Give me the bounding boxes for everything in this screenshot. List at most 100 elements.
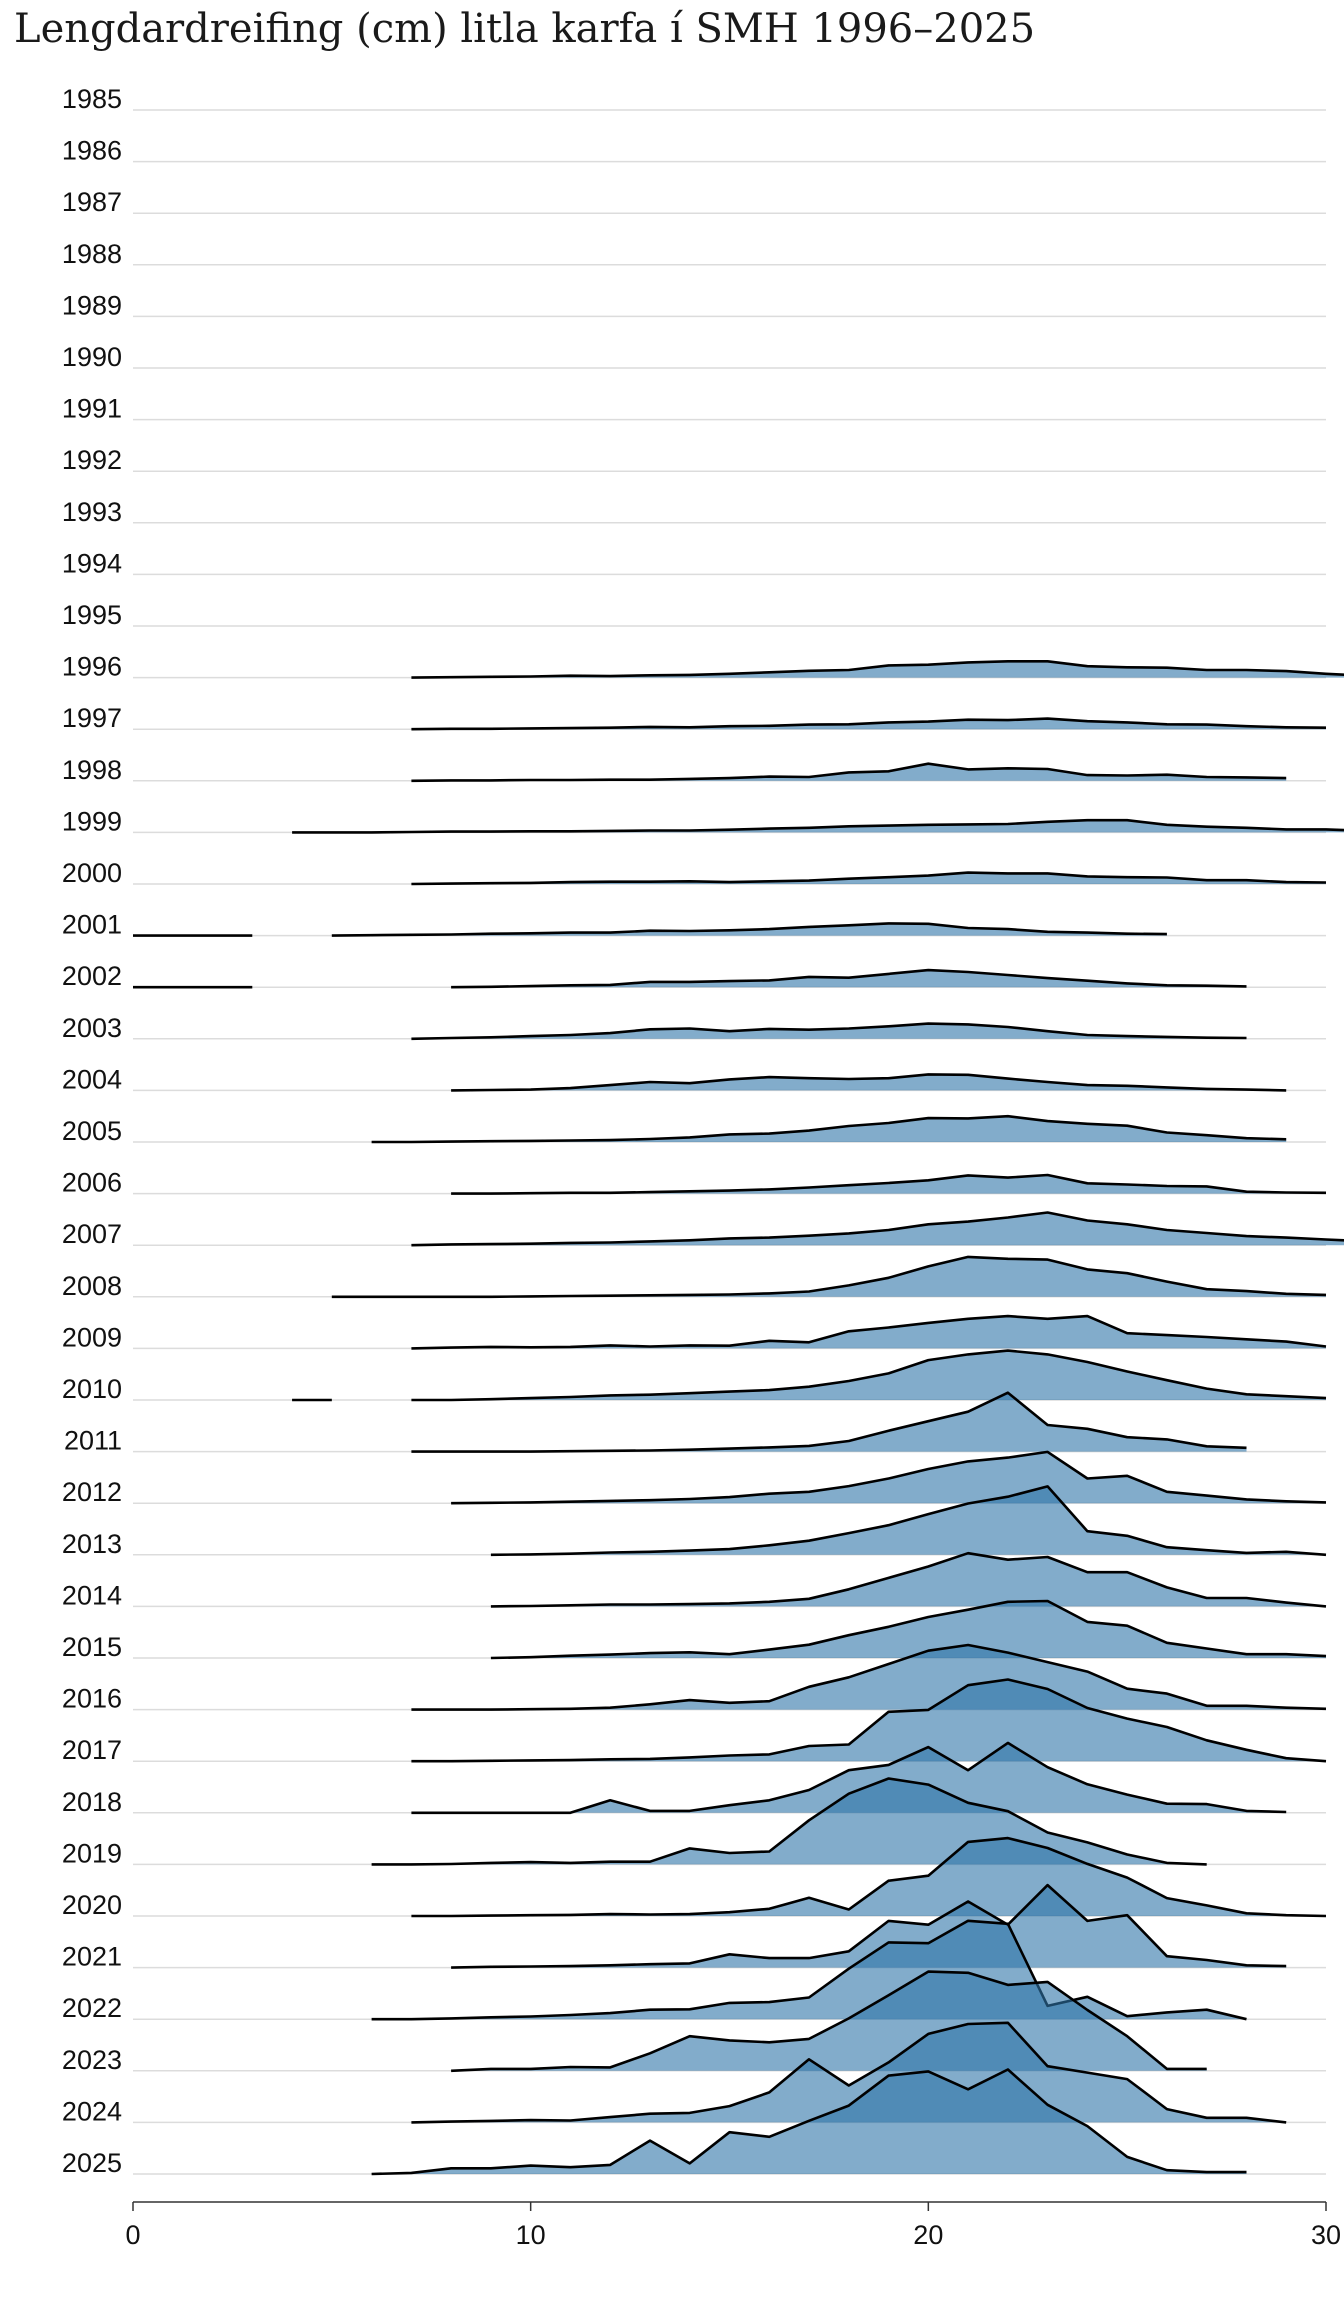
year-label: 2007 [62, 1219, 122, 1249]
ridge-2017 [411, 1678, 1327, 1763]
year-label: 2002 [62, 961, 122, 991]
ridge-line [411, 762, 1287, 783]
ridge-line [331, 922, 1167, 937]
ridge-line [411, 1314, 1327, 1350]
year-label: 2022 [62, 1993, 122, 2023]
x-tick-label: 30 [1311, 2220, 1341, 2250]
ridge-line [371, 1919, 1247, 2021]
year-label: 2023 [62, 2045, 122, 2075]
ridge-line [411, 1836, 1327, 1918]
ridge-line [451, 1173, 1327, 1195]
ridge-area [411, 1212, 1344, 1246]
ridge-line [490, 1551, 1327, 1608]
ridge-area [411, 1023, 1247, 1039]
year-label: 1995 [62, 600, 122, 630]
year-label: 2018 [62, 1787, 122, 1817]
year-label: 2015 [62, 1632, 122, 1662]
ridge-2001 [331, 922, 1167, 937]
ridge-line [411, 1643, 1327, 1711]
year-label: 2006 [62, 1168, 122, 1198]
year-label: 2021 [62, 1942, 122, 1972]
ridge-line [451, 1450, 1327, 1505]
ridge-area [411, 763, 1287, 781]
ridge-line [490, 1485, 1327, 1557]
ridge-line [411, 1022, 1247, 1041]
ridge-area [490, 1601, 1326, 1658]
ridge-line [292, 818, 1344, 834]
ridge-area [411, 1392, 1247, 1452]
year-label: 2009 [62, 1322, 122, 1352]
ridge-2015 [490, 1599, 1327, 1660]
ridge-2018 [411, 1741, 1287, 1815]
ridge-line [371, 1777, 1207, 1866]
year-label: 1991 [62, 394, 122, 424]
ridge-line [411, 1211, 1344, 1247]
ridge-line [490, 1599, 1327, 1660]
year-label: 1987 [62, 187, 122, 217]
ridge-line [411, 660, 1344, 679]
ridge-line [451, 1970, 1207, 2073]
year-label: 1990 [62, 342, 122, 372]
ridge-line [451, 1073, 1287, 1092]
ridge-line [451, 1883, 1287, 1969]
ridge-area [411, 1679, 1326, 1762]
ridge-line [411, 1391, 1247, 1453]
ridge-2011 [411, 1391, 1247, 1453]
ridge-2006 [451, 1173, 1327, 1195]
year-label: 2017 [62, 1735, 122, 1765]
year-label: 1986 [62, 136, 122, 166]
ridge-area [451, 1451, 1327, 1504]
year-label: 2020 [62, 1890, 122, 1920]
ridge-1999 [292, 818, 1344, 834]
ridge-area [411, 2022, 1287, 2123]
ridge-line [371, 1114, 1287, 1144]
ridge-2012 [451, 1450, 1327, 1505]
ridge-area [292, 820, 1344, 833]
ridge-2016 [411, 1643, 1327, 1711]
year-label: 1996 [62, 652, 122, 682]
ridge-2008 [331, 1255, 1327, 1299]
ridge-2002 [451, 968, 1247, 989]
year-label: 1992 [62, 445, 122, 475]
chart-title: Lengdardreifing (cm) litla karfa í SMH 1… [14, 6, 1036, 52]
year-label: 2024 [62, 2096, 122, 2126]
ridge-area [331, 923, 1167, 936]
ridge-2025 [371, 2068, 1247, 2176]
year-label: 2010 [62, 1374, 122, 1404]
year-label: 1989 [62, 290, 122, 320]
ridge-line [451, 968, 1247, 989]
year-label: 2005 [62, 1116, 122, 1146]
ridge-2004 [451, 1073, 1287, 1092]
year-label: 1997 [62, 703, 122, 733]
ridge-2024 [411, 2021, 1287, 2124]
ridge-line [411, 1741, 1287, 1815]
extra-segments [133, 934, 332, 1402]
ridge-2021 [451, 1883, 1287, 1969]
ridge-area [331, 1256, 1326, 1297]
year-label: 2003 [62, 1013, 122, 1043]
year-label: 1993 [62, 497, 122, 527]
ridge-1997 [411, 717, 1327, 731]
ridge-area [411, 1838, 1326, 1916]
ridge-2007 [411, 1211, 1344, 1247]
ridge-area [451, 1074, 1287, 1091]
year-label: 1994 [62, 548, 122, 578]
x-tick-label: 10 [516, 2220, 546, 2250]
ridge-area [451, 1885, 1287, 1968]
ridge-line [371, 2068, 1247, 2176]
year-label: 2011 [64, 1426, 122, 1456]
ridge-2010 [411, 1349, 1327, 1402]
year-label: 1999 [62, 806, 122, 836]
year-label: 2019 [62, 1838, 122, 1868]
ridge-line [411, 2021, 1287, 2124]
ridge-line [411, 871, 1327, 886]
x-tick-label: 0 [125, 2220, 140, 2250]
ridge-area [411, 1742, 1287, 1813]
ridge-2003 [411, 1022, 1247, 1041]
year-label: 1998 [62, 755, 122, 785]
ridge-1998 [411, 762, 1287, 783]
year-label: 2014 [62, 1580, 122, 1610]
year-label: 2013 [62, 1529, 122, 1559]
ridge-line [411, 717, 1327, 731]
x-tick-label: 20 [913, 2220, 943, 2250]
